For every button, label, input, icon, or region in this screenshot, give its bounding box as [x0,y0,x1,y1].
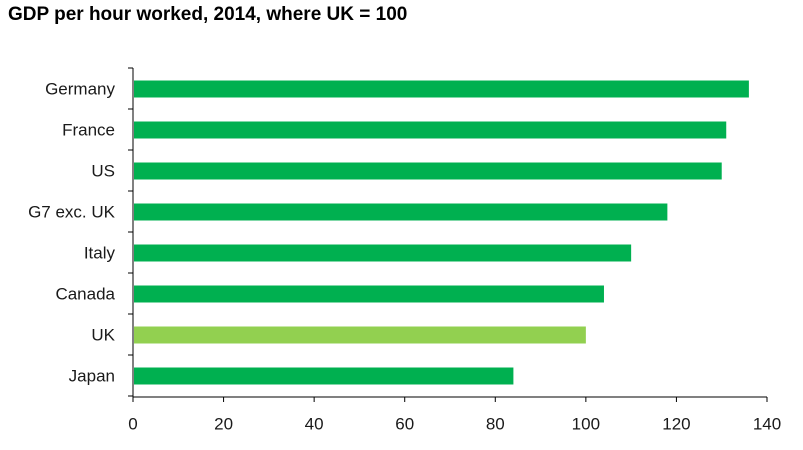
x-tick-label-40: 40 [305,415,324,434]
category-label-us: US [91,162,115,181]
x-ticks-group: 0 20 40 60 80 100 120 140 [128,397,781,434]
bar-germany [134,80,749,98]
bars-group [134,80,749,385]
x-tick-label-80: 80 [486,415,505,434]
x-tick-label-120: 120 [662,415,690,434]
category-label-uk: UK [91,326,115,345]
x-tick-label-100: 100 [572,415,600,434]
bar-japan [134,367,514,385]
bar-us [134,162,722,180]
category-label-france: France [62,121,115,140]
category-label-g7-exc-uk: G7 exc. UK [28,203,116,222]
chart-title: GDP per hour worked, 2014, where UK = 10… [8,4,408,25]
category-label-germany: Germany [45,80,115,99]
category-label-italy: Italy [84,244,116,263]
bar-uk [134,326,586,344]
bar-g7-exc-uk [134,203,668,221]
bar-italy [134,244,632,262]
x-tick-label-0: 0 [128,415,137,434]
x-tick-label-60: 60 [395,415,414,434]
bar-france [134,121,727,139]
x-tick-label-20: 20 [214,415,233,434]
x-tick-label-140: 140 [753,415,781,434]
axes-group [128,67,767,398]
category-label-canada: Canada [55,285,115,304]
bar-canada [134,285,604,303]
category-labels-group: Germany France US G7 exc. UK Italy Canada UK Ja… [28,80,116,386]
category-label-japan: Japan [69,367,115,386]
